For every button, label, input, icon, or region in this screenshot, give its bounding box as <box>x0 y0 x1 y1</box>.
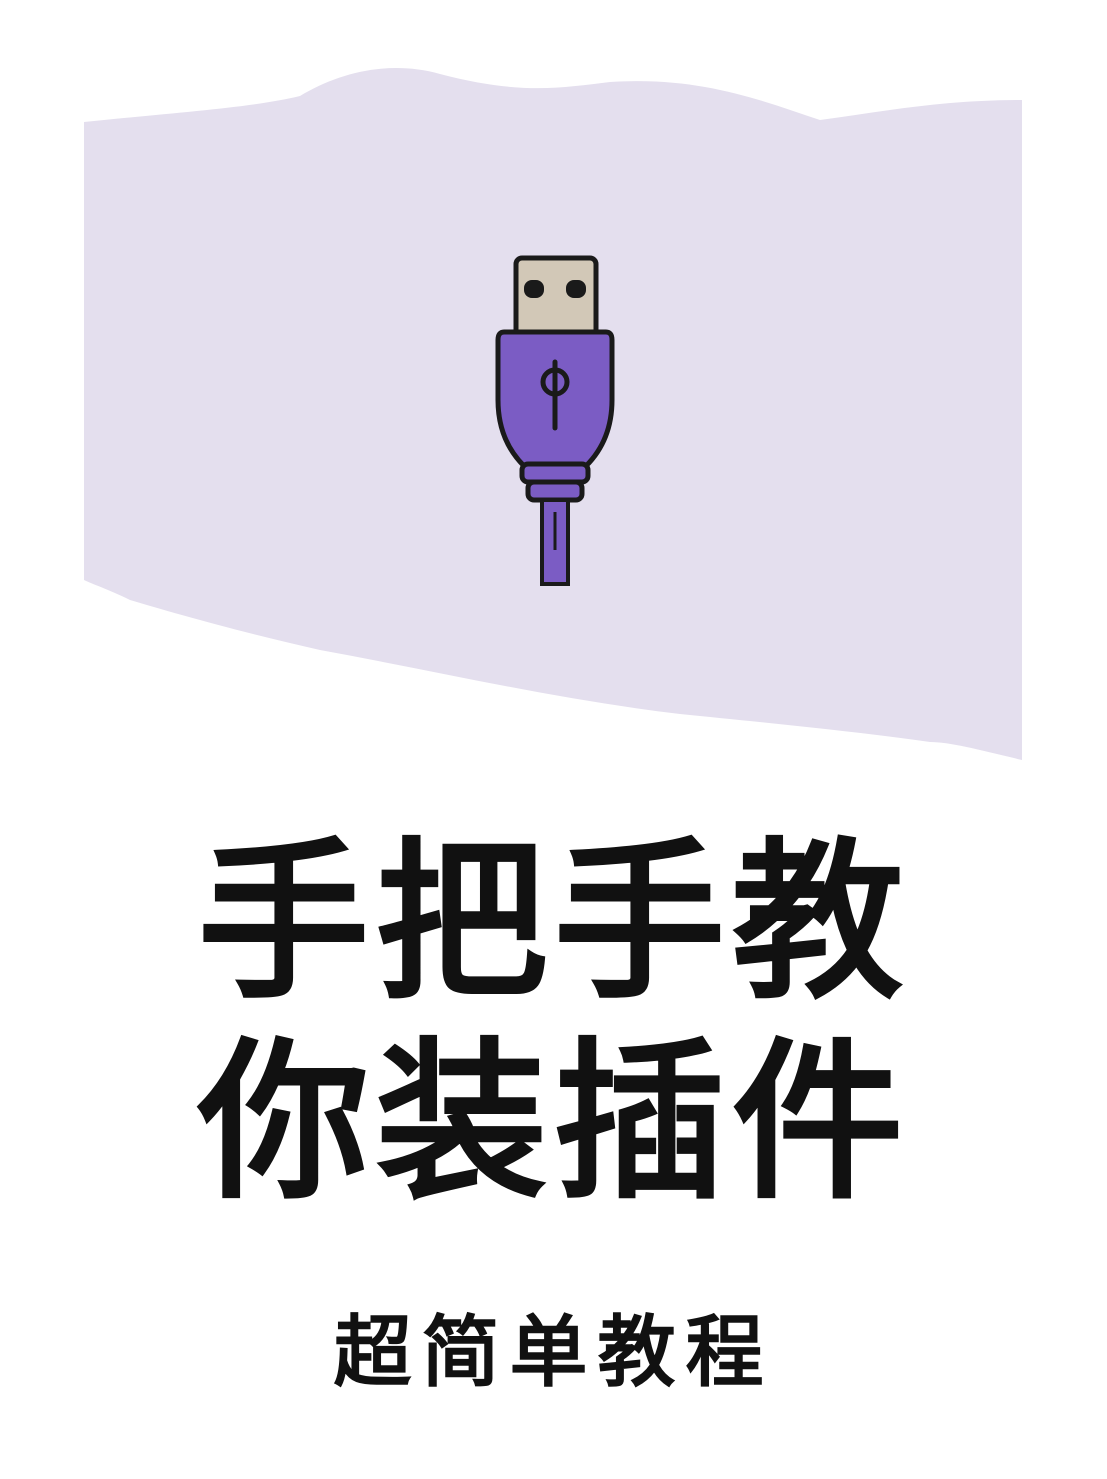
subtitle: 超简单教程 <box>333 1308 774 1398</box>
title-line-1: 手把手教 <box>197 822 910 1023</box>
usb-collar <box>519 461 591 485</box>
title-line-2: 你装插件 <box>197 1022 910 1223</box>
usb-connector <box>513 255 599 339</box>
usb-plug-icon <box>495 255 615 586</box>
